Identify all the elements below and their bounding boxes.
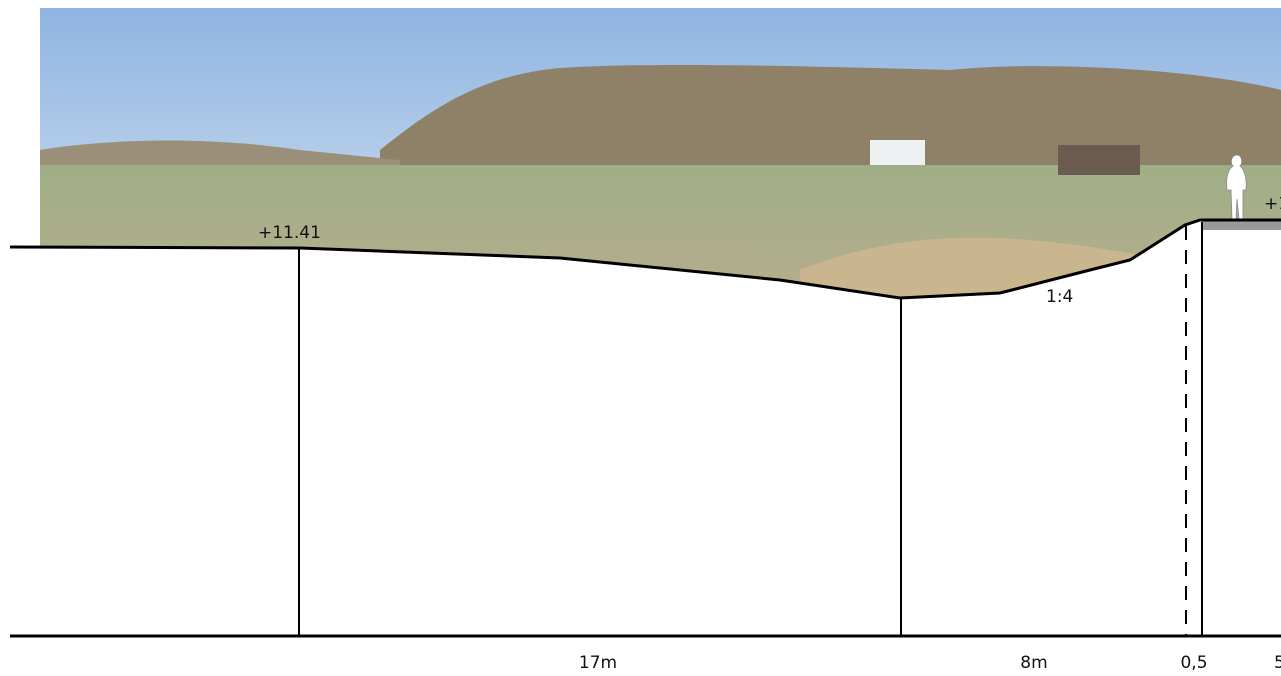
ground-profile [9, 218, 1281, 300]
dimension-label: 8m [1020, 653, 1047, 673]
dimension-label: 0,5 [1180, 653, 1207, 673]
dimension-label: 17m [579, 653, 617, 673]
dimension-label: 5 [1274, 653, 1281, 673]
road [1202, 220, 1281, 230]
slope-label: 1:4 [1046, 287, 1073, 307]
dimension-lines [10, 222, 1281, 638]
elevation-label: +1 [1264, 194, 1281, 214]
elevation-label: +11.41 [258, 223, 321, 243]
ground-mask [0, 220, 1281, 676]
person-silhouette [1226, 154, 1247, 220]
